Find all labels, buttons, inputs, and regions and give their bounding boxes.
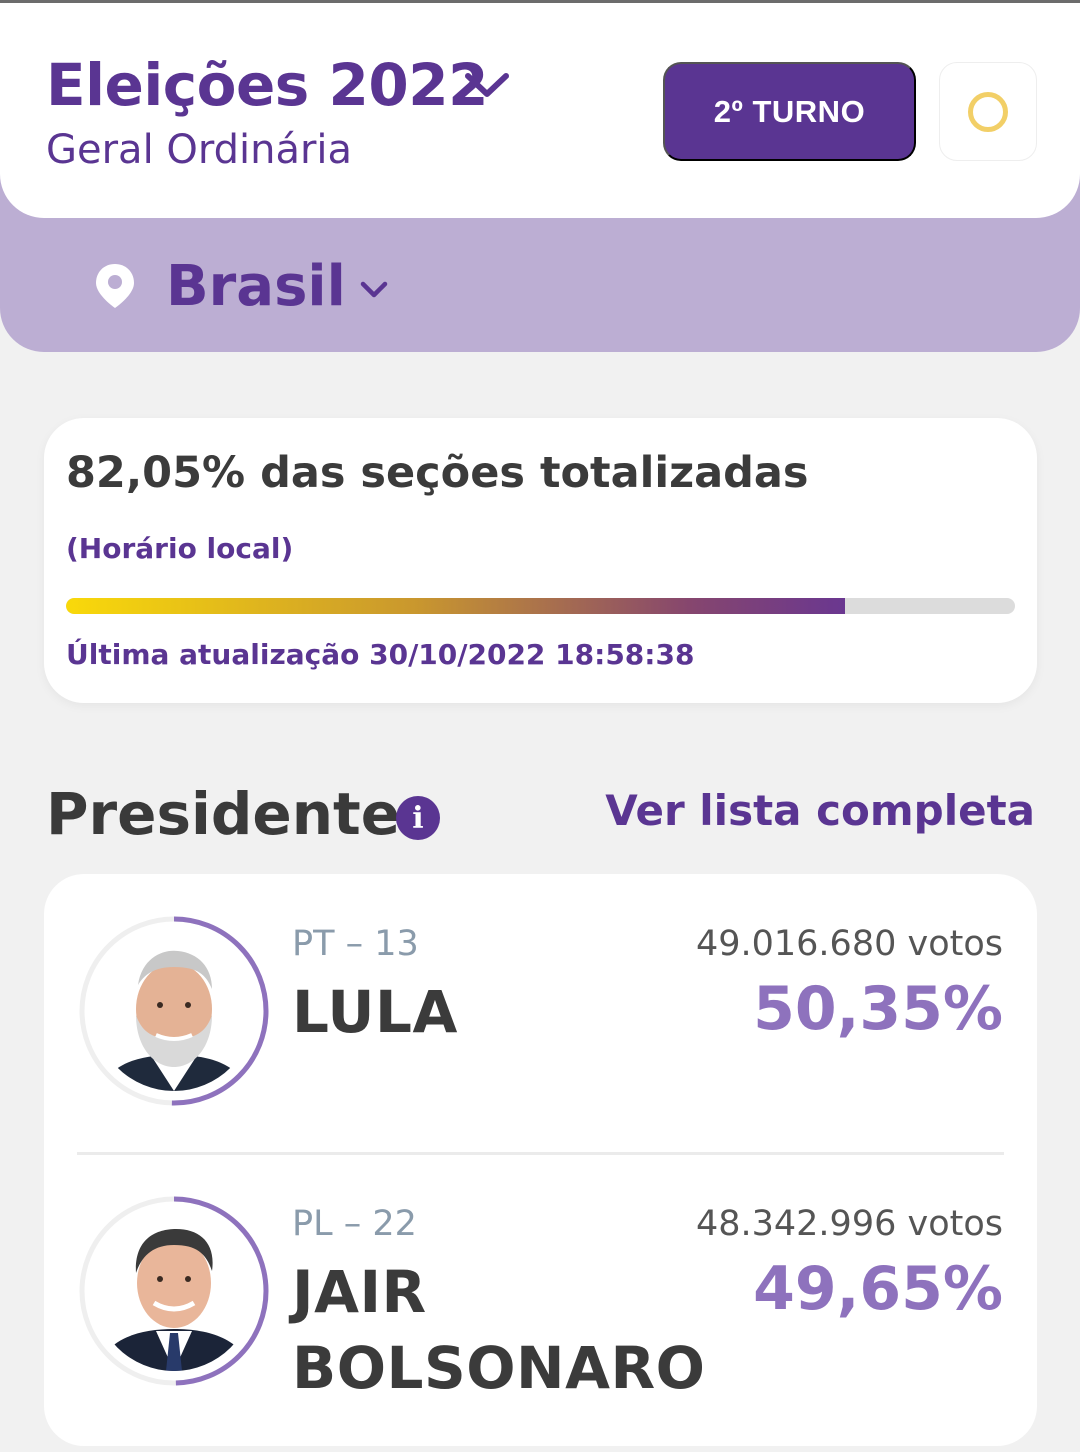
chevron-down-icon[interactable] bbox=[358, 279, 390, 301]
results-card: PT – 13 LULA 49.016.680 votos 50,35% bbox=[44, 874, 1037, 1446]
vote-share-ring bbox=[79, 916, 269, 1106]
vote-share-ring bbox=[79, 1196, 269, 1386]
candidate-percent: 49,65% bbox=[753, 1254, 1003, 1324]
divider bbox=[77, 1152, 1004, 1155]
chevron-down-icon[interactable] bbox=[462, 69, 512, 101]
location-selector[interactable]: Brasil bbox=[166, 254, 346, 319]
candidate-photo bbox=[94, 931, 254, 1091]
candidate-name-line: BOLSONARO bbox=[292, 1334, 706, 1402]
candidate-row[interactable]: PL – 22 JAIR BOLSONARO 48.342.996 votos … bbox=[44, 1154, 1037, 1402]
totalization-card: 82,05% das seções totalizadas (Horário l… bbox=[44, 418, 1037, 703]
candidate-photo bbox=[94, 1211, 254, 1371]
progress-bar-fill bbox=[66, 598, 845, 614]
candidate-name: JAIR BOLSONARO bbox=[292, 1254, 705, 1406]
circle-icon bbox=[968, 91, 1008, 132]
header: Eleições 2022 Geral Ordinária 2º TURNO bbox=[0, 3, 1080, 218]
avatar bbox=[77, 1194, 271, 1388]
election-subtitle: Geral Ordinária bbox=[46, 127, 353, 173]
candidate-percent: 50,35% bbox=[753, 974, 1003, 1044]
round-button[interactable]: 2º TURNO bbox=[663, 62, 916, 161]
candidate-name-line: JAIR bbox=[292, 1258, 427, 1326]
candidate-votes: 49.016.680 votos bbox=[695, 924, 1003, 964]
last-update-text: Última atualização 30/10/2022 18:58:38 bbox=[66, 638, 695, 671]
candidate-votes: 48.342.996 votos bbox=[695, 1204, 1003, 1244]
candidate-party: PT – 13 bbox=[292, 924, 419, 964]
sections-totalized-text: 82,05% das seções totalizadas bbox=[66, 448, 809, 498]
theme-toggle-button[interactable] bbox=[939, 62, 1037, 161]
candidate-party: PL – 22 bbox=[292, 1204, 417, 1244]
status-divider bbox=[0, 0, 1080, 3]
location-pin-icon bbox=[96, 264, 134, 308]
election-title[interactable]: Eleições 2022 bbox=[46, 51, 488, 119]
timezone-note: (Horário local) bbox=[66, 532, 294, 565]
info-icon[interactable]: i bbox=[396, 796, 440, 840]
progress-bar bbox=[66, 598, 1015, 614]
full-list-link[interactable]: Ver lista completa bbox=[605, 786, 1035, 835]
section-title: Presidente bbox=[46, 780, 401, 848]
avatar bbox=[77, 914, 271, 1108]
candidate-name: LULA bbox=[292, 978, 458, 1046]
candidate-row[interactable]: PT – 13 LULA 49.016.680 votos 50,35% bbox=[44, 874, 1037, 1114]
